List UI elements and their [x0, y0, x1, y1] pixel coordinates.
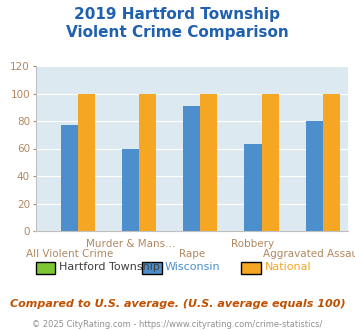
Bar [262, 93, 279, 231]
Text: © 2025 CityRating.com - https://www.cityrating.com/crime-statistics/: © 2025 CityRating.com - https://www.city… [32, 320, 323, 329]
Bar [78, 93, 95, 231]
Bar [122, 148, 139, 231]
Bar [61, 125, 78, 231]
Bar [244, 145, 262, 231]
Text: 2019 Hartford Township
Violent Crime Comparison: 2019 Hartford Township Violent Crime Com… [66, 7, 289, 40]
Text: All Violent Crime: All Violent Crime [26, 249, 113, 259]
Bar [323, 93, 340, 231]
Text: Murder & Mans...: Murder & Mans... [86, 239, 175, 249]
Text: Compared to U.S. average. (U.S. average equals 100): Compared to U.S. average. (U.S. average … [10, 299, 345, 309]
Bar [183, 106, 200, 231]
Text: Hartford Township: Hartford Township [59, 262, 159, 272]
Text: Aggravated Assault: Aggravated Assault [263, 249, 355, 259]
Text: Rape: Rape [179, 249, 205, 259]
Text: Wisconsin: Wisconsin [165, 262, 221, 272]
Bar [306, 121, 323, 231]
Text: Robbery: Robbery [231, 239, 274, 249]
Bar [139, 93, 156, 231]
Bar [200, 93, 217, 231]
Text: National: National [264, 262, 311, 272]
